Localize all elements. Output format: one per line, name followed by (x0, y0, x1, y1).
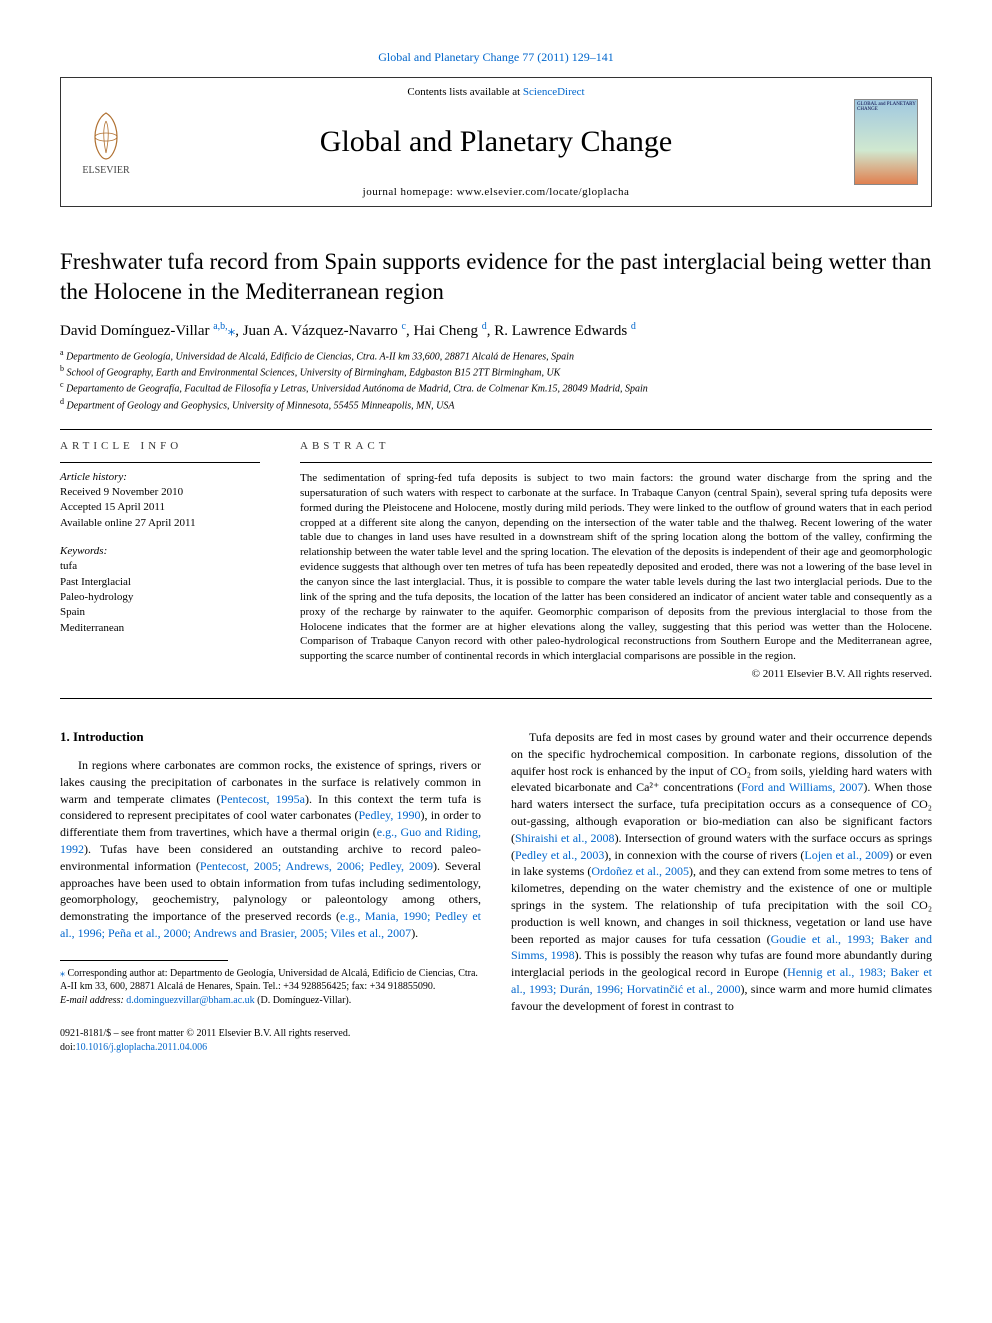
journal-title: Global and Planetary Change (161, 125, 831, 159)
doi-link[interactable]: 10.1016/j.gloplacha.2011.04.006 (76, 1042, 208, 1053)
journal-header: ELSEVIER Contents lists available at Sci… (60, 77, 932, 207)
keyword: Spain (60, 605, 260, 620)
sciencedirect-link[interactable]: ScienceDirect (523, 86, 585, 98)
corresponding-author-footnote: ⁎ Corresponding author at: Departmento d… (60, 967, 481, 994)
article-info-label: article info (60, 440, 260, 452)
journal-citation: Global and Planetary Change 77 (2011) 12… (60, 50, 932, 65)
intro-paragraph-right: Tufa deposits are fed in most cases by g… (511, 729, 932, 1015)
affiliation: d Department of Geology and Geophysics, … (60, 397, 932, 411)
doi-block: 0921-8181/$ – see front matter © 2011 El… (60, 1027, 481, 1055)
contents-available: Contents lists available at ScienceDirec… (161, 86, 831, 98)
abstract-copyright: © 2011 Elsevier B.V. All rights reserved… (300, 668, 932, 680)
publisher-name: ELSEVIER (82, 165, 129, 176)
authors-list: David Domínguez-Villar a,b,⁎, Juan A. Vá… (60, 321, 932, 340)
affiliation: b School of Geography, Earth and Environ… (60, 364, 932, 378)
footnote-rule (60, 960, 228, 961)
history-accepted: Accepted 15 April 2011 (60, 500, 260, 515)
email-link[interactable]: d.dominguezvillar@bham.ac.uk (126, 995, 254, 1006)
email-footnote: E-mail address: d.dominguezvillar@bham.a… (60, 994, 481, 1008)
article-title: Freshwater tufa record from Spain suppor… (60, 247, 932, 307)
abstract-label: abstract (300, 440, 932, 452)
abstract-text: The sedimentation of spring-fed tufa dep… (300, 471, 932, 664)
horizontal-rule (60, 698, 932, 699)
keyword: tufa (60, 559, 260, 574)
keywords-label: Keywords: (60, 545, 260, 557)
history-received: Received 9 November 2010 (60, 485, 260, 500)
article-history-label: Article history: (60, 471, 260, 483)
keyword: Past Interglacial (60, 575, 260, 590)
affiliation: a Departmento de Geología, Universidad d… (60, 348, 932, 362)
keyword: Mediterranean (60, 621, 260, 636)
section-heading-intro: 1. Introduction (60, 729, 481, 745)
history-online: Available online 27 April 2011 (60, 516, 260, 531)
intro-paragraph-left: In regions where carbonates are common r… (60, 757, 481, 942)
horizontal-rule (60, 429, 932, 430)
journal-homepage: journal homepage: www.elsevier.com/locat… (161, 186, 831, 198)
affiliation: c Departamento de Geografía, Facultad de… (60, 380, 932, 394)
elsevier-logo: ELSEVIER (61, 78, 151, 206)
keyword: Paleo-hydrology (60, 590, 260, 605)
journal-cover-thumbnail: GLOBAL and PLANETARY CHANGE (841, 78, 931, 206)
